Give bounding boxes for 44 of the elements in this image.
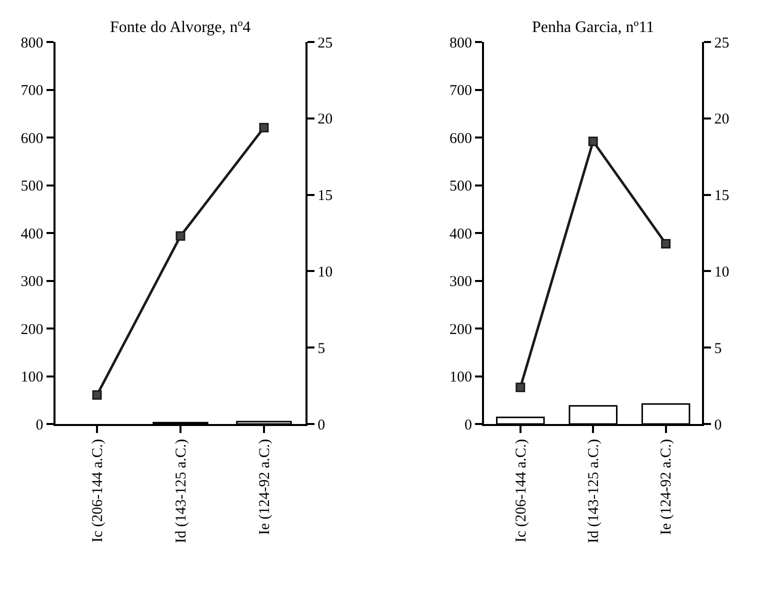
y2-tick-label: 0 xyxy=(318,417,326,434)
y2-tick-label: 0 xyxy=(714,417,722,434)
y2-tick-label: 15 xyxy=(714,188,730,204)
chart-title: Fonte do Alvorge, nº4 xyxy=(110,19,251,36)
y-tick-label: 200 xyxy=(450,322,472,338)
y-tick-label: 500 xyxy=(450,178,472,194)
x-tick-label: Id (143-125 a.C.) xyxy=(586,439,602,544)
y-tick-label: 600 xyxy=(450,130,472,147)
point xyxy=(588,136,598,146)
y-tick-label: 100 xyxy=(450,370,472,386)
y-tick-label: 600 xyxy=(20,130,44,147)
y-tick-label: 700 xyxy=(20,83,44,99)
y-tick-label: 800 xyxy=(20,35,44,52)
chart-title: Penha Garcia, nº11 xyxy=(532,19,654,36)
y-tick-label: 300 xyxy=(20,274,44,290)
x-tick-label: Id (143-125 a.C.) xyxy=(173,439,190,544)
y-tick-label: 0 xyxy=(36,417,44,434)
point xyxy=(92,390,102,400)
y-tick-label: 500 xyxy=(20,178,44,194)
y-tick-label: 300 xyxy=(450,274,472,290)
y2-tick-label: 15 xyxy=(318,188,333,204)
y-tick-label: 700 xyxy=(450,83,472,99)
point xyxy=(176,231,186,241)
point xyxy=(661,238,671,248)
y2-tick-label: 25 xyxy=(318,35,333,52)
x-tick-label: Ic (206-144 a.C.) xyxy=(513,439,530,542)
y-tick-label: 200 xyxy=(20,322,44,338)
x-tick-label: Ic (206-144 a.C.) xyxy=(90,439,106,542)
y2-tick-label: 10 xyxy=(714,264,730,280)
point xyxy=(516,382,526,392)
y-tick-label: 400 xyxy=(450,226,472,242)
y-tick-label: 800 xyxy=(450,35,472,52)
x-tick-label: Ie (124-92 a.C.) xyxy=(658,439,675,535)
point xyxy=(259,122,269,132)
y2-tick-label: 20 xyxy=(318,112,333,128)
y2-tick-label: 20 xyxy=(714,112,730,128)
y2-tick-label: 5 xyxy=(714,340,722,357)
y2-tick-label: 5 xyxy=(318,340,326,357)
y-tick-label: 0 xyxy=(464,417,472,434)
y-tick-label: 100 xyxy=(20,370,44,386)
y2-tick-label: 10 xyxy=(318,264,333,280)
y-tick-label: 400 xyxy=(20,226,44,242)
x-tick-label: Ie (124-92 a.C.) xyxy=(256,439,273,535)
y2-tick-label: 25 xyxy=(714,35,730,52)
